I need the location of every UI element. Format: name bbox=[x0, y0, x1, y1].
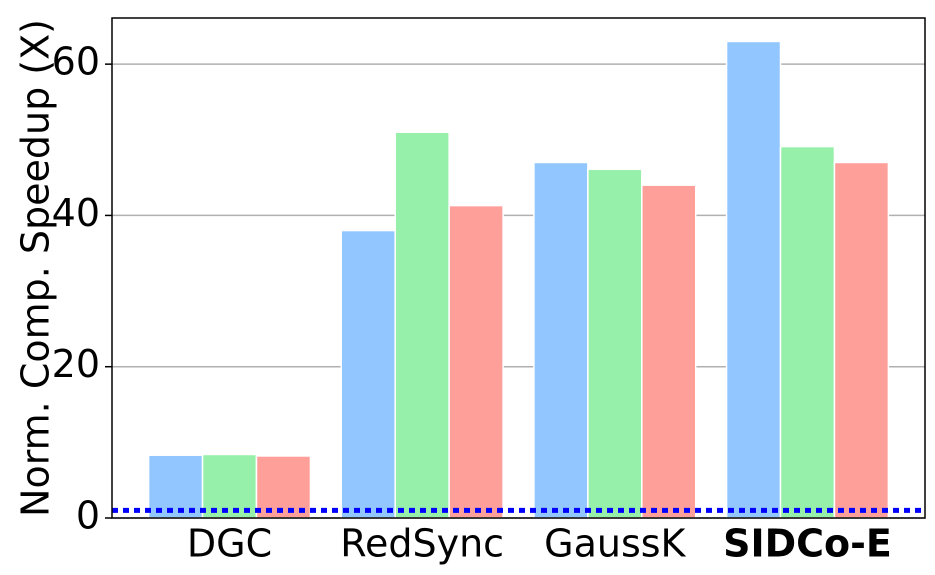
y-tick-label: 20 bbox=[52, 342, 100, 386]
x-tick-label: SIDCo-E bbox=[723, 522, 892, 566]
bar bbox=[255, 455, 312, 519]
bar bbox=[833, 161, 890, 519]
y-axis-label: Norm. Comp. Speedup (X) bbox=[14, 19, 58, 517]
bar bbox=[641, 184, 697, 519]
bar bbox=[533, 161, 589, 519]
x-tick-label: RedSync bbox=[340, 522, 504, 566]
bar bbox=[587, 168, 643, 519]
y-tick-label: 60 bbox=[52, 40, 100, 84]
plot-frame bbox=[111, 17, 926, 519]
y-tick-label: 40 bbox=[52, 191, 100, 235]
x-tick-label: GaussK bbox=[544, 522, 686, 566]
bar bbox=[448, 204, 504, 519]
x-tick-label: DGC bbox=[187, 522, 272, 566]
y-tick-label: 0 bbox=[76, 494, 100, 538]
bar bbox=[394, 131, 450, 519]
bar bbox=[147, 454, 204, 519]
bar bbox=[340, 229, 396, 519]
bar bbox=[725, 40, 782, 519]
bar bbox=[779, 145, 836, 519]
